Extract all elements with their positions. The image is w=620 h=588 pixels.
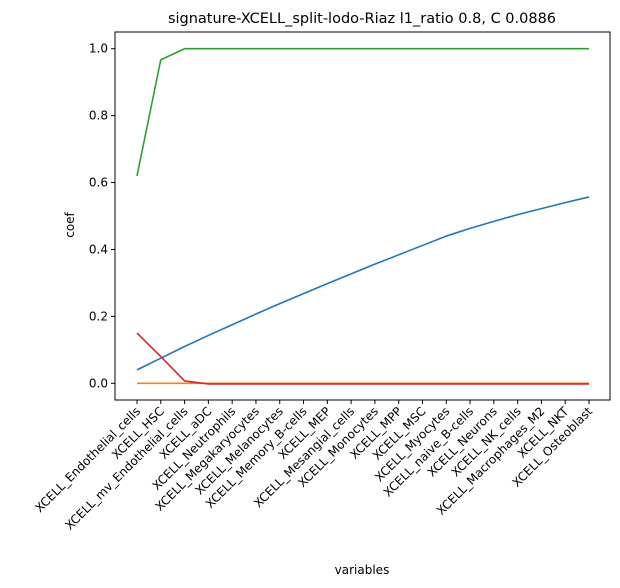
series-layer [136,47,590,385]
y-tick-label: 0.2 [89,309,108,323]
y-tick-label: 0.8 [89,109,108,123]
series-line-1 [136,196,590,371]
y-tick-label: 0.0 [89,376,108,390]
plot-frame [114,31,611,401]
series-line-3 [136,47,589,177]
y-tick-label: 0.6 [89,176,108,190]
y-tick-label: 0.4 [89,242,108,256]
y-tick-label: 1.0 [89,42,108,56]
x-axis-label: variables [335,563,390,577]
y-axis: 0.0 0.2 0.4 0.6 0.8 1.0 [89,42,115,390]
y-axis-label: coef [63,211,77,237]
chart-title: signature-XCELL_split-lodo-Riaz l1_ratio… [168,11,556,27]
series-line-4 [136,332,589,385]
x-axis: XCELL_Endothelial_cellsXCELL_HSCXCELL_mv… [32,400,595,533]
